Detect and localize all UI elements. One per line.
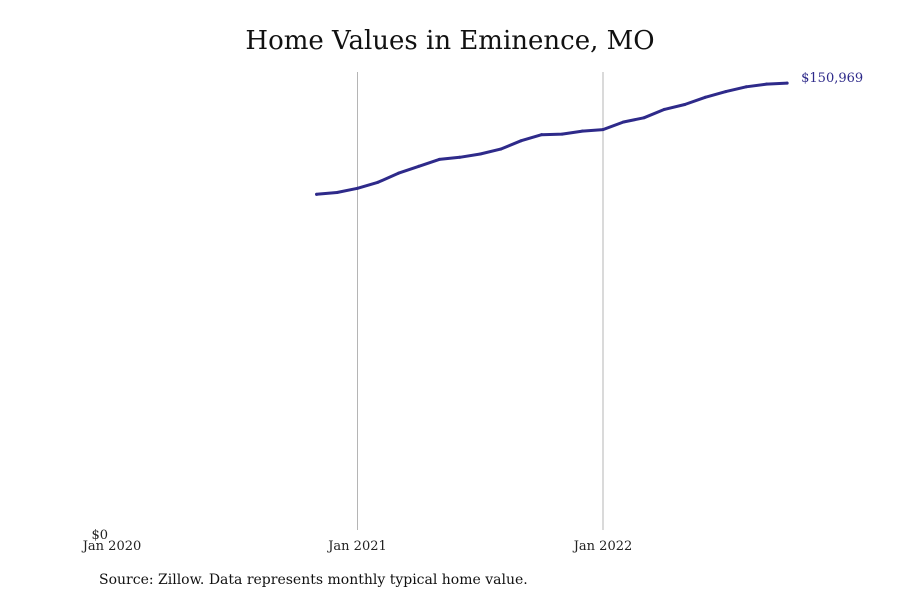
axis-ticks: Jan 2020 Jan 2021 Jan 2022 $0 (81, 528, 633, 554)
data-point (662, 107, 666, 111)
grid-lines (357, 72, 604, 530)
x-tick-label: Jan 2022 (572, 539, 633, 554)
data-point (785, 81, 789, 85)
data-point (703, 95, 707, 99)
data-point (765, 82, 769, 86)
data-point (724, 90, 728, 94)
source-note: Source: Zillow. Data represents monthly … (99, 572, 528, 588)
data-point (519, 139, 523, 143)
data-point (376, 180, 380, 184)
data-point (315, 192, 319, 196)
data-point (417, 164, 421, 168)
x-tick-label: Jan 2020 (81, 539, 142, 554)
data-point (335, 191, 339, 195)
data-point (499, 147, 503, 151)
chart-title: Home Values in Eminence, MO (245, 26, 655, 56)
data-point (744, 85, 748, 89)
series-line-0 (315, 81, 789, 196)
series-layer (315, 81, 789, 196)
data-point (683, 103, 687, 107)
data-point (642, 116, 646, 120)
x-tick-label: Jan 2021 (326, 539, 387, 554)
data-point (581, 129, 585, 133)
end-value-label: $150,969 (801, 71, 863, 86)
data-point (601, 128, 605, 132)
data-point (540, 133, 544, 137)
data-point (458, 155, 462, 159)
data-point (437, 157, 441, 161)
data-point (396, 171, 400, 175)
data-point (560, 132, 564, 136)
y-tick-label: $0 (91, 528, 108, 543)
data-point (478, 152, 482, 156)
data-point (621, 120, 625, 124)
data-point (356, 186, 359, 190)
